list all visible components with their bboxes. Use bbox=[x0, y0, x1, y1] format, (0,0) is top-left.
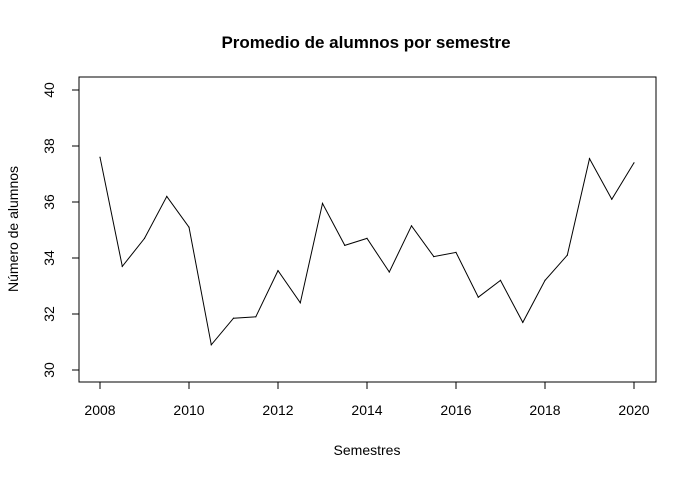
y-tick-label: 30 bbox=[41, 362, 57, 378]
x-axis-label: Semestres bbox=[334, 442, 401, 458]
x-tick-label: 2018 bbox=[529, 402, 560, 418]
y-tick-label: 38 bbox=[41, 138, 57, 154]
data-point bbox=[188, 226, 190, 228]
data-point bbox=[611, 198, 613, 200]
data-point bbox=[633, 162, 635, 164]
data-point bbox=[522, 321, 524, 323]
data-point bbox=[544, 279, 546, 281]
y-axis-label: Número de alumnos bbox=[5, 166, 21, 292]
data-point bbox=[210, 344, 212, 346]
x-tick-label: 2008 bbox=[84, 402, 115, 418]
x-tick-label: 2012 bbox=[262, 402, 293, 418]
y-tick-label: 32 bbox=[41, 306, 57, 322]
data-point bbox=[255, 316, 257, 318]
data-point bbox=[455, 251, 457, 253]
data-point bbox=[99, 156, 101, 158]
data-point bbox=[588, 158, 591, 160]
chart-title: Promedio de alumnos por semestre bbox=[221, 33, 510, 52]
x-tick-label: 2020 bbox=[618, 402, 649, 418]
data-point bbox=[366, 237, 368, 239]
x-axis: 2008 2010 2012 2014 2016 2018 2020 bbox=[84, 381, 650, 418]
y-axis: 30 32 34 36 38 40 bbox=[41, 82, 80, 378]
data-point bbox=[143, 237, 146, 239]
data-point bbox=[277, 270, 279, 272]
data-point bbox=[321, 202, 324, 204]
data-point bbox=[499, 279, 502, 281]
data-point bbox=[388, 271, 390, 273]
data-point bbox=[344, 244, 346, 246]
x-tick-label: 2010 bbox=[173, 402, 204, 418]
data-point bbox=[166, 195, 168, 197]
y-tick-label: 36 bbox=[41, 194, 57, 210]
y-tick-label: 40 bbox=[41, 82, 57, 98]
data-point bbox=[121, 265, 123, 267]
data-point bbox=[410, 225, 413, 227]
data-point bbox=[566, 254, 568, 256]
series-line bbox=[99, 157, 635, 346]
data-point bbox=[477, 296, 479, 298]
data-point bbox=[299, 302, 301, 304]
y-tick-label: 34 bbox=[41, 250, 57, 266]
x-tick-label: 2014 bbox=[351, 402, 382, 418]
x-tick-label: 2016 bbox=[440, 402, 471, 418]
data-point bbox=[433, 256, 435, 258]
data-points bbox=[99, 156, 635, 346]
plot-area-frame bbox=[78, 76, 657, 383]
data-point bbox=[232, 317, 235, 319]
